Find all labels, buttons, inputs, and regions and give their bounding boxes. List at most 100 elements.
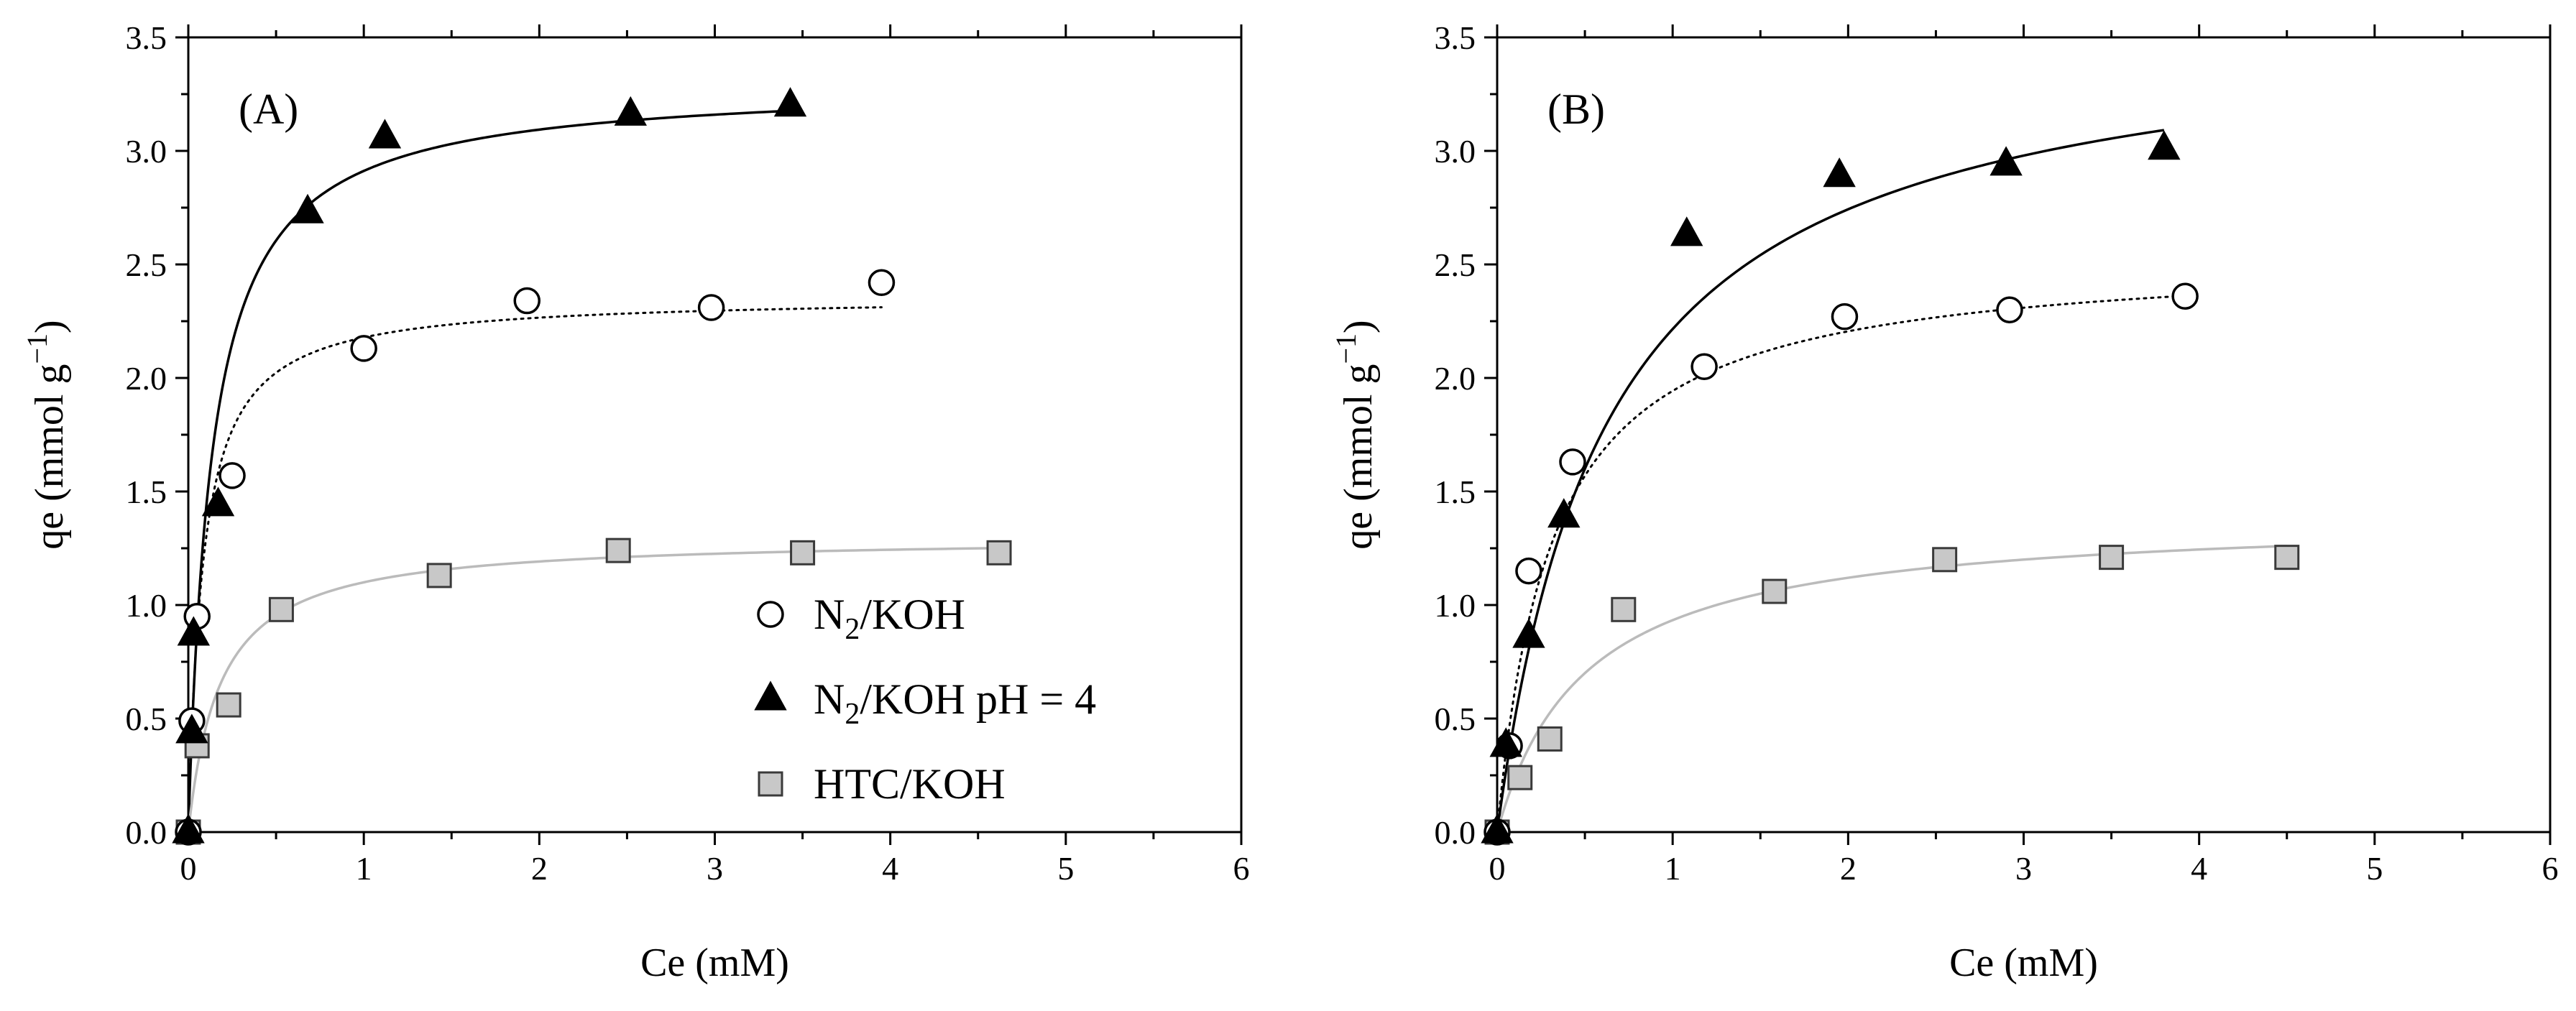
- panel-b-data-point-open-circle: [1515, 557, 1542, 585]
- panel-b-data-point-open-circle: [1996, 296, 2023, 323]
- panel-b-data-point-gray-square: [1762, 578, 1788, 604]
- panel-b-data-point-open-circle: [1831, 303, 1859, 331]
- panel-a-data-point-open-circle: [350, 335, 377, 362]
- panel-a-y-tick-label: 3.0: [126, 133, 167, 170]
- legend-label-subscript: 2: [845, 613, 860, 646]
- panel-b-y-tick-label: 2.5: [1435, 246, 1476, 283]
- panel-a-data-point-filled-triangle: [291, 193, 324, 223]
- legend-label: N2/KOH: [814, 591, 965, 646]
- panel-a-x-tick-label: 6: [1233, 850, 1250, 887]
- panel-b-data-point-filled-triangle: [1512, 618, 1545, 648]
- panel-a-data-point-open-circle: [218, 462, 246, 489]
- legend-label-main: N: [814, 591, 845, 638]
- panel-a-data-point-gray-square: [605, 537, 631, 563]
- panel-b-data-point-open-circle: [2171, 282, 2199, 310]
- panel-b-data-point-gray-square: [1932, 547, 1958, 573]
- legend-label-rest: /KOH: [860, 591, 965, 638]
- panel-a-fit-curve-0: [187, 306, 883, 834]
- panel-a-data-point-gray-square: [986, 540, 1012, 565]
- panel-b-data-point-filled-triangle: [1823, 157, 1856, 188]
- panel-a-data-point-gray-square: [268, 596, 294, 622]
- panel-b-y-tick-label: 3.5: [1435, 19, 1476, 56]
- panel-b-y-tick-label: 0.5: [1435, 701, 1476, 737]
- panel-b-fit-curve-0: [1496, 295, 2186, 834]
- panel-b-data-point-open-circle: [1690, 353, 1718, 380]
- panel-a-y-tick-label: 3.5: [126, 19, 167, 56]
- panel-b-fit-curve-2: [1496, 545, 2287, 833]
- legend-label: N2/KOH pH = 4: [814, 675, 1096, 731]
- panel-a-data-point-filled-triangle: [177, 616, 211, 646]
- panel-b-data-point-gray-square: [2099, 545, 2125, 571]
- legend-marker-open-circle: [757, 601, 784, 628]
- panel-a-x-tick-label: 3: [707, 850, 723, 887]
- legend-label-subscript: 2: [845, 698, 860, 731]
- panel-b-y-tick-label: 1.5: [1435, 474, 1476, 510]
- panel-a-data-point-filled-triangle: [201, 486, 235, 517]
- panel-a-y-tick-label: 1.0: [126, 587, 167, 624]
- panel-a-x-axis-title: Ce (mM): [640, 941, 789, 985]
- panel-b-data-point-filled-triangle: [1481, 813, 1514, 844]
- panel-a-x-tick-label: 4: [882, 850, 898, 887]
- panel-b: 0 1 2 3 4 5 6 0.0 0.5 1.0 1.5 2.0 2.5 3.0 3.5 Ce (mM) qe…: [1330, 19, 2559, 985]
- panel-b-x-tick-label: 2: [1840, 850, 1857, 887]
- panel-b-data-point-filled-triangle: [1489, 727, 1522, 757]
- panel-a-y-tick-label: 0.0: [126, 814, 167, 851]
- y-axis-title-main: qe (mmol g: [27, 364, 72, 550]
- legend-marker-gray-square: [758, 771, 783, 797]
- panel-b-data-point-gray-square: [1537, 726, 1563, 752]
- panel-a-data-point-gray-square: [790, 540, 816, 565]
- panel-a-fit-curve-1: [187, 109, 794, 832]
- panel-a-y-axis-title: qe (mmol g−1): [21, 320, 72, 549]
- y-axis-title-main: qe (mmol g: [1336, 364, 1381, 550]
- panel-b-x-tick-label: 0: [1489, 850, 1506, 887]
- panel-b-y-axis-title: qe (mmol g−1): [1330, 320, 1381, 549]
- panel-b-data-point-gray-square: [2274, 545, 2300, 571]
- panel-b-x-axis-title: Ce (mM): [1949, 941, 2098, 985]
- y-axis-title-superscript: −1: [1330, 333, 1362, 364]
- panel-b-data-point-gray-square: [1507, 765, 1533, 790]
- panel-a-label: (A): [239, 86, 298, 133]
- panel-a-data-point-filled-triangle: [175, 714, 208, 744]
- panel-b-data-point-gray-square: [1611, 596, 1637, 622]
- panel-a-x-tick-label: 0: [180, 850, 197, 887]
- legend-label: HTC/KOH: [814, 760, 1006, 808]
- panel-b-fit-curve-1: [1496, 129, 2165, 833]
- panel-b-x-tick-label: 4: [2191, 850, 2207, 887]
- panel-b-y-tick-label: 1.0: [1435, 587, 1476, 624]
- panel-b-x-tick-label: 5: [2366, 850, 2383, 887]
- panel-b-data-point-filled-triangle: [1670, 216, 1703, 246]
- panel-b-data-point-filled-triangle: [1990, 146, 2023, 176]
- y-axis-title-close: ): [1336, 320, 1381, 333]
- panel-a-y-tick-label: 1.5: [126, 474, 167, 510]
- y-axis-title-close: ): [27, 320, 72, 333]
- panel-b-y-tick-label: 3.0: [1435, 133, 1476, 170]
- panel-a: 0 1 2 3 4 5 6 0.0 0.5 1.0 1.5 2.0 2.5 3.0 3.5 Ce (mM) qe…: [21, 19, 1250, 985]
- panel-b-y-tick-label: 2.0: [1435, 360, 1476, 397]
- legend-label-main: HTC/KOH: [814, 760, 1006, 808]
- panel-a-data-point-open-circle: [868, 269, 896, 297]
- legend-label-main: N: [814, 675, 845, 723]
- legend-marker-filled-triangle: [754, 680, 787, 711]
- panel-b-y-tick-label: 0.0: [1435, 814, 1476, 851]
- panel-a-x-tick-label: 2: [531, 850, 548, 887]
- panel-a-data-point-gray-square: [426, 563, 452, 588]
- panel-a-data-point-filled-triangle: [614, 96, 647, 126]
- panel-b-data-point-open-circle: [1559, 448, 1586, 476]
- panel-b-x-tick-label: 3: [2015, 850, 2032, 887]
- panel-b-label: (B): [1547, 86, 1605, 133]
- panel-a-y-tick-label: 2.0: [126, 360, 167, 397]
- panel-b-x-tick-label: 1: [1665, 850, 1681, 887]
- panel-a-x-tick-label: 5: [1057, 850, 1074, 887]
- panel-a-data-point-open-circle: [513, 287, 540, 315]
- panel-b-data-point-filled-triangle: [2148, 130, 2181, 160]
- panel-a-data-point-filled-triangle: [172, 813, 205, 844]
- panel-b-data-point-filled-triangle: [1547, 498, 1581, 528]
- legend-label-rest: /KOH pH = 4: [860, 675, 1096, 723]
- panel-a-x-tick-label: 1: [356, 850, 372, 887]
- panel-a-data-point-open-circle: [697, 294, 725, 321]
- panel-a-y-tick-label: 0.5: [126, 701, 167, 737]
- panel-b-x-tick-label: 6: [2542, 850, 2559, 887]
- panel-a-data-point-gray-square: [216, 692, 242, 718]
